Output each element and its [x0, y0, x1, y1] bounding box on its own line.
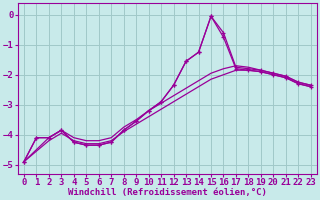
X-axis label: Windchill (Refroidissement éolien,°C): Windchill (Refroidissement éolien,°C) [68, 188, 267, 197]
